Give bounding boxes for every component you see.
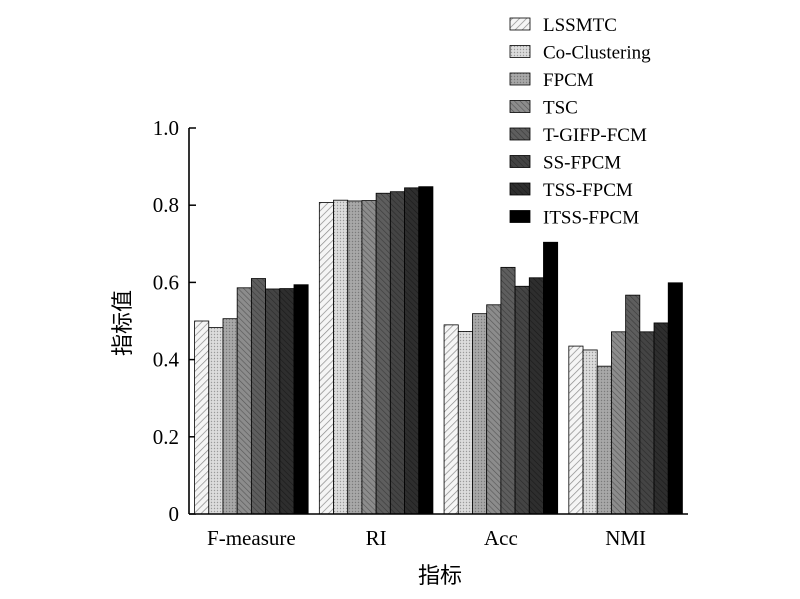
bar-t-gifp-fcm: [250, 278, 266, 515]
bar-itss-fpcm: [667, 282, 683, 515]
legend-label: T-GIFP-FCM: [543, 125, 647, 146]
legend-swatch: [509, 45, 531, 58]
y-tick-label: 0.4: [153, 348, 180, 372]
axes: [188, 128, 688, 515]
bar-fpcm: [347, 200, 363, 515]
legend-label: TSS-FPCM: [543, 180, 633, 201]
x-category-label: RI: [366, 526, 387, 550]
bar-tsc: [236, 287, 252, 515]
x-category-label: Acc: [484, 526, 518, 550]
y-tick-label: 0.8: [153, 193, 179, 217]
bar-ss-fpcm: [265, 288, 281, 515]
bar-co-clustering: [457, 331, 473, 515]
legend-label: Co-Clustering: [543, 43, 651, 64]
bar-tss-fpcm: [528, 277, 544, 515]
bar-ss-fpcm: [389, 191, 405, 515]
bar-tss-fpcm: [653, 322, 669, 515]
bar-t-gifp-fcm: [625, 294, 641, 515]
legend-swatch: [509, 100, 531, 113]
legend-swatch: [509, 127, 531, 141]
legend-swatch: [509, 72, 531, 86]
y-tick-label: 0.2: [153, 425, 179, 449]
category-labels: F-measure RI Acc NMI: [207, 526, 646, 550]
bar-tss-fpcm: [404, 187, 420, 515]
bar-tsc: [486, 304, 502, 515]
bar-fpcm: [472, 313, 488, 515]
bar-tsc: [361, 200, 377, 515]
legend-label: FPCM: [543, 70, 594, 91]
x-axis-title: 指标: [418, 564, 462, 589]
bar-lssmtc: [443, 324, 459, 515]
y-tick-label: 1.0: [153, 116, 179, 140]
bar-itss-fpcm: [418, 186, 434, 515]
legend-swatch: [509, 17, 531, 31]
y-axis-ticks: 0 0.2 0.4 0.6 0.8 1.0: [153, 116, 196, 526]
bar-co-clustering: [582, 349, 598, 515]
legend-label: SS-FPCM: [543, 153, 621, 174]
bar-tss-fpcm: [279, 288, 295, 515]
bar-ss-fpcm: [639, 331, 655, 515]
bar-co-clustering: [208, 327, 224, 515]
bar-lssmtc: [568, 345, 584, 515]
x-category-label: NMI: [605, 526, 646, 550]
y-tick-label: 0: [169, 502, 180, 526]
bar-tsc: [611, 331, 627, 515]
legend-label: ITSS-FPCM: [543, 208, 639, 229]
bar-itss-fpcm: [293, 284, 309, 515]
bar-itss-fpcm: [543, 241, 559, 515]
bar-t-gifp-fcm: [375, 192, 391, 515]
bar-t-gifp-fcm: [500, 266, 516, 515]
bar-fpcm: [596, 365, 612, 515]
y-axis-title: 指标值: [111, 290, 136, 356]
bar-lssmtc: [318, 202, 334, 515]
bar-series: [194, 186, 683, 515]
bar-ss-fpcm: [514, 285, 530, 515]
bar-fpcm: [222, 318, 238, 515]
legend-swatch: [509, 182, 531, 196]
x-category-label: F-measure: [207, 526, 296, 550]
y-tick-label: 0.6: [153, 270, 179, 294]
legend-label: TSC: [543, 98, 578, 119]
legend-swatch: [509, 210, 531, 223]
legend-label: LSSMTC: [543, 15, 617, 36]
legend: LSSMTC Co-Clustering FPCM TSC T-GIFP-FCM SS-F…: [509, 15, 651, 229]
bar-co-clustering: [333, 199, 349, 515]
bar-lssmtc: [194, 320, 210, 515]
legend-swatch: [509, 155, 531, 168]
